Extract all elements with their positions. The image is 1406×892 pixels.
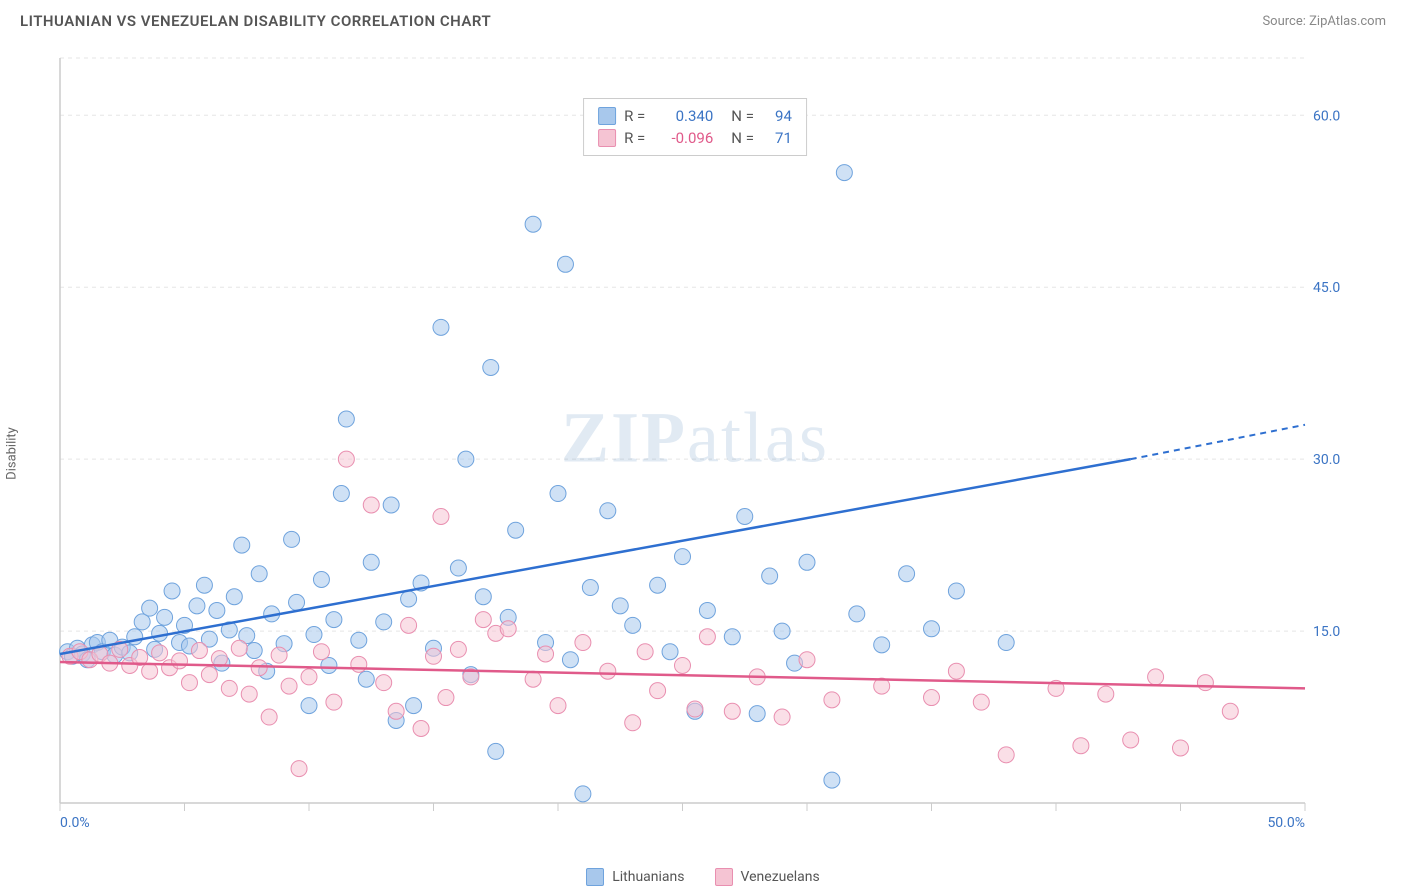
correlation-legend-box: R = 0.340 N = 94 R = -0.096 N = 71 xyxy=(583,98,807,156)
legend-swatch xyxy=(586,868,604,886)
source-credit: Source: ZipAtlas.com xyxy=(1262,14,1386,29)
legend-bottom: Lithuanians Venezuelans xyxy=(0,868,1406,886)
legend-label: Lithuanians xyxy=(612,869,684,885)
y-axis-label: Disability xyxy=(5,427,20,480)
header: LITHUANIAN VS VENEZUELAN DISABILITY CORR… xyxy=(0,0,1406,38)
svg-text:50.0%: 50.0% xyxy=(1267,815,1305,828)
svg-text:0.0%: 0.0% xyxy=(60,815,90,828)
legend-item: Lithuanians xyxy=(586,868,684,886)
legend-label: Venezuelans xyxy=(741,869,820,885)
series-swatch xyxy=(598,107,616,125)
legend-item: Venezuelans xyxy=(715,868,820,886)
correlation-row: R = -0.096 N = 71 xyxy=(598,127,792,149)
scatter-plot-svg: 15.0% 30.0% 45.0% 60.0% 0.0% 50.0% xyxy=(50,48,1340,828)
svg-text:60.0%: 60.0% xyxy=(1313,108,1340,124)
source-link[interactable]: ZipAtlas.com xyxy=(1309,14,1386,29)
correlation-row: R = 0.340 N = 94 xyxy=(598,105,792,127)
legend-swatch xyxy=(715,868,733,886)
svg-text:30.0%: 30.0% xyxy=(1313,452,1340,468)
svg-text:15.0%: 15.0% xyxy=(1313,624,1340,640)
svg-text:45.0%: 45.0% xyxy=(1313,280,1340,296)
chart-title: LITHUANIAN VS VENEZUELAN DISABILITY CORR… xyxy=(20,12,491,30)
series-swatch xyxy=(598,129,616,147)
chart-area: ZIPatlas 15.0%30.0%45.0%60.0%0.0%50.0% R… xyxy=(50,48,1340,828)
